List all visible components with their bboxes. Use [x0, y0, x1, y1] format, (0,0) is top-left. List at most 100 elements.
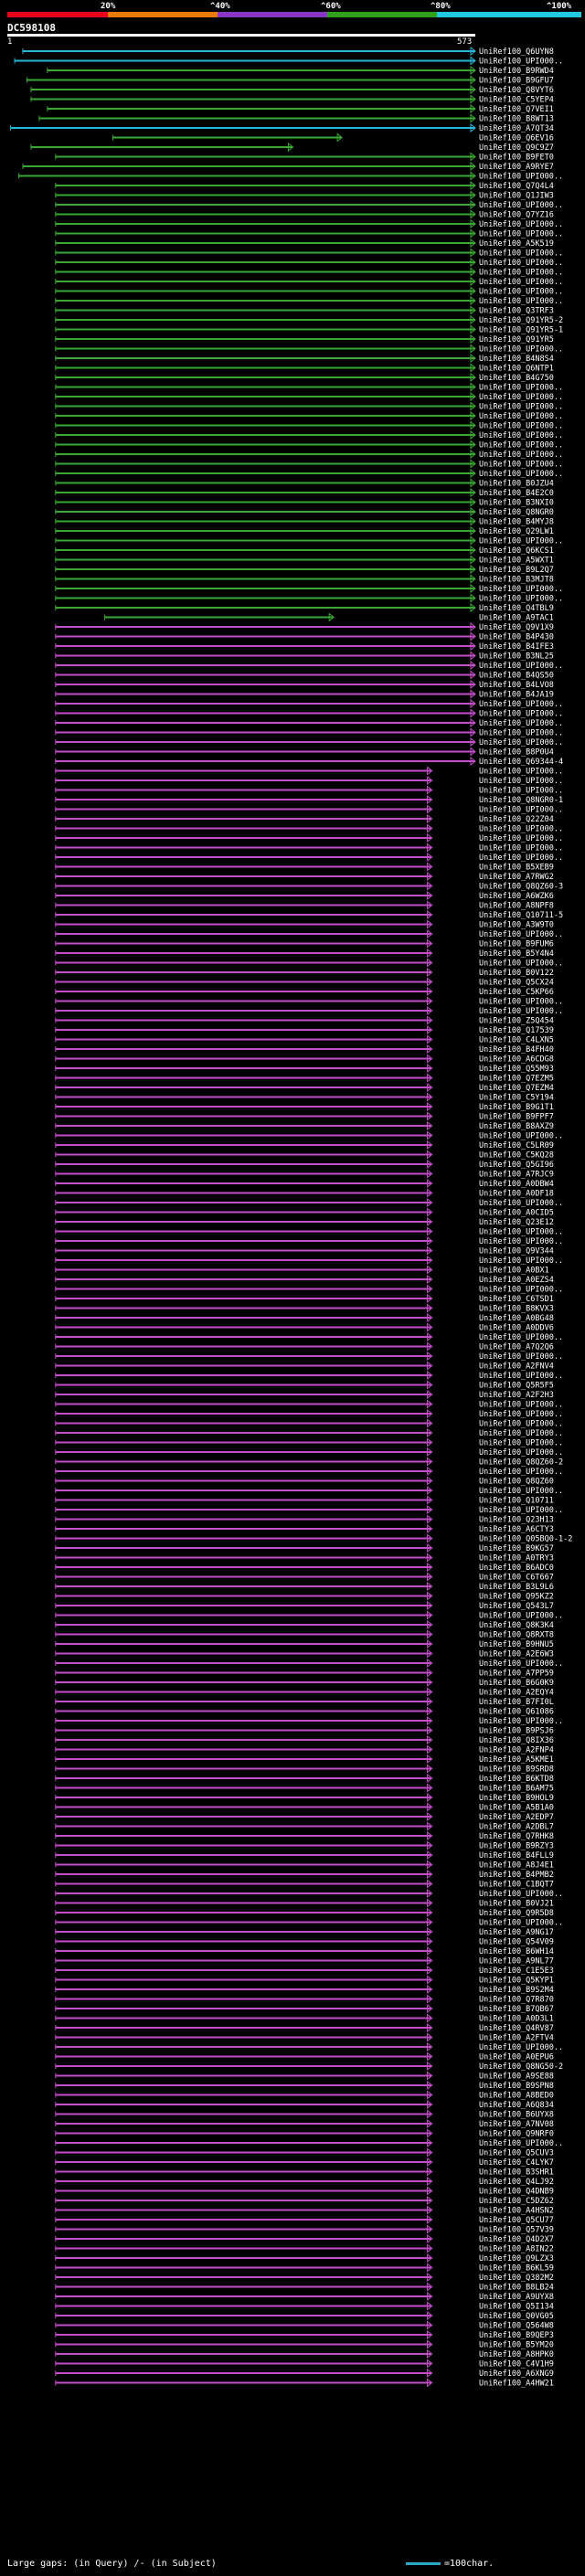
hit-label[interactable]: UniRef100_C5Y194	[479, 1094, 554, 1103]
hit-label[interactable]: UniRef100_Q7RHK8	[479, 1832, 554, 1841]
hit-label[interactable]: UniRef100_UPI000..	[479, 768, 563, 777]
hit-label[interactable]: UniRef100_B9HOL9	[479, 1794, 554, 1803]
hit-label[interactable]: UniRef100_Q17539	[479, 1026, 554, 1035]
hit-label[interactable]: UniRef100_Q5CU77	[479, 2216, 554, 2225]
hit-label[interactable]: UniRef100_UPI000..	[479, 959, 563, 969]
hit-label[interactable]: UniRef100_UPI000..	[479, 412, 563, 421]
hit-label[interactable]: UniRef100_B3L9L6	[479, 1583, 554, 1592]
hit-label[interactable]: UniRef100_B9L2Q7	[479, 566, 554, 575]
hit-label[interactable]: UniRef100_UPI000..	[479, 2139, 563, 2148]
hit-label[interactable]: UniRef100_Q4LJ92	[479, 2178, 554, 2187]
hit-label[interactable]: UniRef100_C4LXN5	[479, 1036, 554, 1045]
hit-label[interactable]: UniRef100_UPI000..	[479, 297, 563, 306]
hit-label[interactable]: UniRef100_B9KG57	[479, 1544, 554, 1553]
hit-label[interactable]: UniRef100_UPI000..	[479, 853, 563, 863]
hit-label[interactable]: UniRef100_Q05BQ0-1-2	[479, 1535, 572, 1544]
hit-label[interactable]: UniRef100_Q3TRF3	[479, 307, 554, 316]
hit-label[interactable]: UniRef100_Q7VEI1	[479, 105, 554, 114]
hit-label[interactable]: UniRef100_Q23H13	[479, 1516, 554, 1525]
hit-label[interactable]: UniRef100_B8AXZ9	[479, 1122, 554, 1131]
hit-label[interactable]: UniRef100_B4QS50	[479, 672, 554, 681]
hit-label[interactable]: UniRef100_UPI000..	[479, 595, 563, 604]
hit-label[interactable]: UniRef100_C5KQ28	[479, 1151, 554, 1161]
hit-label[interactable]: UniRef100_A2EQY4	[479, 1689, 554, 1698]
hit-label[interactable]: UniRef100_A9UYX8	[479, 2293, 554, 2302]
hit-label[interactable]: UniRef100_UPI000..	[479, 1401, 563, 1410]
hit-label[interactable]: UniRef100_Q8RXT8	[479, 1631, 554, 1640]
hit-label[interactable]: UniRef100_B5XEB9	[479, 864, 554, 873]
hit-label[interactable]: UniRef100_UPI000..	[479, 700, 563, 709]
hit-label[interactable]: UniRef100_A8NPF8	[479, 902, 554, 911]
hit-label[interactable]: UniRef100_B5YM20	[479, 2341, 554, 2350]
hit-label[interactable]: UniRef100_UPI000..	[479, 1199, 563, 1208]
hit-label[interactable]: UniRef100_Q4D2X7	[479, 2235, 554, 2244]
hit-label[interactable]: UniRef100_Q8VYT6	[479, 86, 554, 95]
hit-label[interactable]: UniRef100_Q10711	[479, 1497, 554, 1506]
hit-label[interactable]: UniRef100_Q4TBL9	[479, 604, 554, 613]
hit-label[interactable]: UniRef100_Q5CUV3	[479, 2149, 554, 2158]
hit-label[interactable]: UniRef100_UPI000..	[479, 585, 563, 594]
hit-label[interactable]: UniRef100_UPI000..	[479, 729, 563, 738]
hit-label[interactable]: UniRef100_A7RJC9	[479, 1171, 554, 1180]
hit-label[interactable]: UniRef100_B6WH14	[479, 1947, 554, 1956]
hit-label[interactable]: UniRef100_UPI000..	[479, 1468, 563, 1477]
hit-label[interactable]: UniRef100_C1E5E3	[479, 1966, 554, 1976]
hit-label[interactable]: UniRef100_C5LR09	[479, 1141, 554, 1150]
hit-label[interactable]: UniRef100_B8P0U4	[479, 748, 554, 758]
hit-label[interactable]: UniRef100_A2F2H3	[479, 1391, 554, 1400]
hit-label[interactable]: UniRef100_Q8IX36	[479, 1736, 554, 1745]
hit-label[interactable]: UniRef100_A5B1A0	[479, 1804, 554, 1813]
hit-label[interactable]: UniRef100_Q8NGR0-1	[479, 796, 563, 805]
hit-label[interactable]: UniRef100_A9NG17	[479, 1928, 554, 1937]
hit-label[interactable]: UniRef100_Q5KYP1	[479, 1977, 554, 1986]
hit-label[interactable]: UniRef100_UPI000..	[479, 393, 563, 402]
hit-label[interactable]: UniRef100_Q9V1X9	[479, 623, 554, 632]
hit-label[interactable]: UniRef100_A3W9T0	[479, 921, 554, 930]
hit-label[interactable]: UniRef100_C5YEP4	[479, 96, 554, 105]
hit-label[interactable]: UniRef100_A5K519	[479, 239, 554, 249]
hit-label[interactable]: UniRef100_Q9V344	[479, 1247, 554, 1256]
hit-label[interactable]: UniRef100_B8WT13	[479, 115, 554, 124]
hit-label[interactable]: UniRef100_B6ADC0	[479, 1564, 554, 1573]
hit-label[interactable]: UniRef100_Q6EV16	[479, 134, 554, 143]
hit-label[interactable]: UniRef100_B9SPN8	[479, 2082, 554, 2091]
hit-label[interactable]: UniRef100_A7RWG2	[479, 873, 554, 882]
hit-label[interactable]: UniRef100_UPI000..	[479, 719, 563, 728]
hit-label[interactable]: UniRef100_A2DBL7	[479, 1823, 554, 1832]
hit-label[interactable]: UniRef100_UPI000..	[479, 844, 563, 853]
hit-label[interactable]: UniRef100_UPI000..	[479, 259, 563, 268]
hit-label[interactable]: UniRef100_B3SHR1	[479, 2168, 554, 2178]
hit-label[interactable]: UniRef100_UPI000..	[479, 1439, 563, 1448]
hit-label[interactable]: UniRef100_B9RWD4	[479, 67, 554, 76]
hit-label[interactable]: UniRef100_UPI000..	[479, 173, 563, 182]
hit-label[interactable]: UniRef100_UPI000..	[479, 825, 563, 834]
hit-label[interactable]: UniRef100_B9HNU5	[479, 1640, 554, 1649]
hit-label[interactable]: UniRef100_UPI000..	[479, 1717, 563, 1726]
hit-label[interactable]: UniRef100_A7QT34	[479, 124, 554, 133]
hit-label[interactable]: UniRef100_Q8K3K4	[479, 1621, 554, 1630]
hit-label[interactable]: UniRef100_B4JA19	[479, 691, 554, 700]
hit-label[interactable]: UniRef100_Q9C9Z7	[479, 143, 554, 153]
hit-label[interactable]: UniRef100_A0EZS4	[479, 1276, 554, 1285]
hit-label[interactable]: UniRef100_Q8NGR0	[479, 508, 554, 517]
hit-label[interactable]: UniRef100_Q0VG05	[479, 2312, 554, 2321]
hit-label[interactable]: UniRef100_B4IFE3	[479, 642, 554, 652]
hit-label[interactable]: UniRef100_B5Y4N4	[479, 949, 554, 959]
hit-label[interactable]: UniRef100_UPI000..	[479, 249, 563, 259]
hit-label[interactable]: UniRef100_Q8QZ60-2	[479, 1458, 563, 1468]
hit-label[interactable]: UniRef100_Q5CX24	[479, 979, 554, 988]
hit-label[interactable]: UniRef100_Q57V39	[479, 2226, 554, 2235]
hit-label[interactable]: UniRef100_UPI000..	[479, 1007, 563, 1016]
hit-label[interactable]: UniRef100_A0BG48	[479, 1314, 554, 1323]
hit-label[interactable]: UniRef100_B4N8S4	[479, 355, 554, 364]
hit-label[interactable]: UniRef100_A9SE88	[479, 2072, 554, 2082]
hit-label[interactable]: UniRef100_B8KVX3	[479, 1305, 554, 1314]
hit-label[interactable]: UniRef100_A8BED0	[479, 2092, 554, 2101]
hit-label[interactable]: UniRef100_A4HSN2	[479, 2207, 554, 2216]
hit-label[interactable]: UniRef100_Q8NG50-2	[479, 2062, 563, 2072]
hit-label[interactable]: UniRef100_C5DZ62	[479, 2197, 554, 2206]
hit-label[interactable]: UniRef100_UPI000..	[479, 537, 563, 546]
hit-label[interactable]: UniRef100_UPI000..	[479, 1228, 563, 1237]
hit-label[interactable]: UniRef100_A0DF18	[479, 1190, 554, 1199]
hit-label[interactable]: UniRef100_A0BX1	[479, 1267, 549, 1276]
